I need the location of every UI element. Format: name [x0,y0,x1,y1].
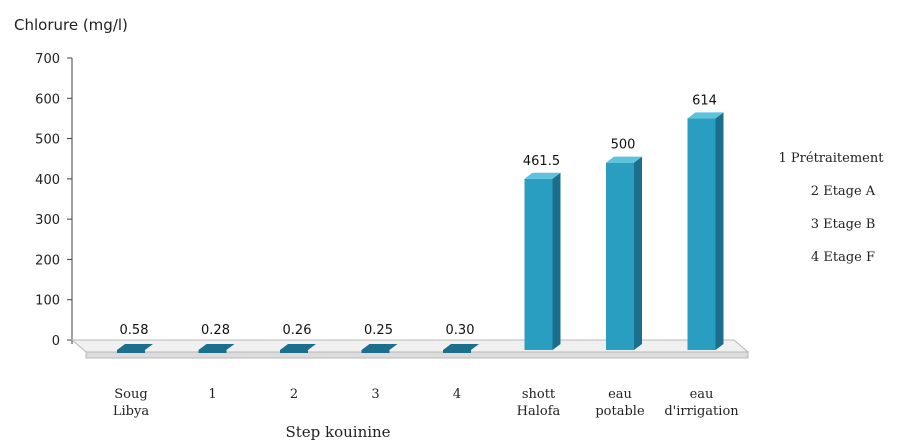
x-tick-label: eau [690,387,714,402]
bar-side [634,156,642,350]
bar-side [552,172,561,350]
y-axis-title: Chlorure (mg/l) [14,16,128,34]
x-tick-label: Soug [114,387,147,402]
bar [117,344,153,353]
bar [606,156,642,350]
x-axis-ticks: Soug Libya 1 2 3 4 shott Halofa eau potable eau d'i… [113,387,739,419]
bar [524,172,561,350]
x-axis-title: Step kouinine [285,423,390,441]
bar-top [443,344,479,350]
x-tick-label: shott [522,387,556,402]
x-tick-label: eau [608,387,632,402]
data-label: 0.28 [201,323,230,338]
x-tick-label: d'irrigation [664,404,739,419]
bar-top [606,156,642,163]
y-tick-label: 100 [35,294,60,309]
bar-front [117,350,145,353]
data-label: 500 [611,138,636,153]
y-tick-label: 400 [35,173,60,188]
legend-note: 3 Etage B [811,217,876,232]
bar-top [524,172,561,179]
bar-top [361,344,398,350]
data-label: 0.25 [364,323,393,338]
bar [443,344,479,353]
y-tick-label: 0 [52,334,60,349]
x-tick-label: potable [595,404,645,419]
bar-top [687,112,724,119]
bar-front [443,350,471,353]
legend-note: 2 Etage A [811,184,876,199]
data-label: 0.58 [120,323,149,338]
bar [198,344,235,353]
x-tick-label: 4 [453,387,461,402]
bar-side [715,112,724,350]
x-tick-label: 1 [208,387,216,402]
data-label: 0.30 [446,323,475,338]
legend-note: 4 Etage F [811,250,875,265]
y-axis: 0 100 200 300 400 500 600 700 [35,52,73,349]
bar-top [117,344,153,350]
y-tick-label: 300 [35,213,60,228]
floor-top [70,339,750,353]
bar [280,344,316,353]
bar-front [687,118,716,350]
legend-note: 1 Prétraitement [779,151,885,166]
data-labels: 0.58 0.28 0.26 0.25 0.30 461.5 500 614 [120,93,717,338]
bars [117,112,724,353]
x-tick-label: Halofa [517,404,561,419]
y-tick-label: 600 [35,92,60,107]
bar [687,112,724,350]
bar-front [280,350,308,353]
x-tick-label: 2 [290,387,298,402]
data-label: 461.5 [523,154,560,169]
data-label: 614 [692,93,717,108]
bar-front [606,162,634,350]
x-tick-label: Libya [113,404,149,419]
bar-top [198,344,235,350]
y-tick-label: 200 [35,253,60,268]
y-tick-label: 700 [35,52,60,67]
bar-front [198,350,227,353]
bar-top [280,344,316,350]
legend-notes: 1 Prétraitement 2 Etage A 3 Etage B 4 Etage… [779,151,885,265]
bar-front [524,178,553,350]
data-label: 0.26 [283,323,312,338]
floor-front [85,351,749,359]
bar [361,344,398,353]
chart-floor [70,339,750,359]
bar-front [361,350,390,353]
y-tick-label: 500 [35,133,60,148]
x-tick-label: 3 [371,387,379,402]
